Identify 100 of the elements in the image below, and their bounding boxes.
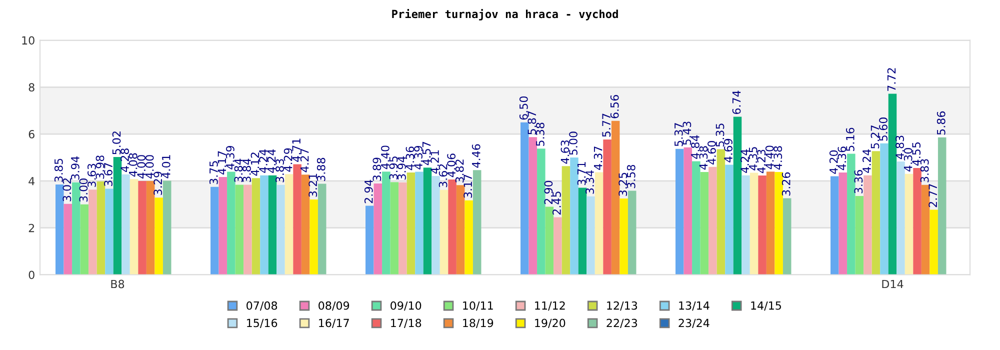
bar [122,174,130,275]
data-label: 4.84 [690,135,700,159]
y-tick-label: 6 [28,130,34,138]
chart-title: Priemer turnajov na hraca - vychod [392,8,618,20]
bar [578,188,587,275]
data-label: 3.89 [372,158,382,181]
data-label: 3.84 [242,158,251,182]
data-label: 5.16 [846,128,854,152]
data-label: 4.17 [218,151,226,175]
bar [72,182,80,275]
data-label: 5.37 [674,123,683,146]
legend-label: 07/08 [246,301,278,311]
bar [218,176,228,275]
bar [570,158,578,275]
data-label: 4.60 [708,141,716,164]
data-label: 4.24 [740,149,749,173]
data-label: 3.62 [438,164,448,188]
bar [293,164,302,275]
legend-label: 10/11 [463,301,493,311]
data-label: 3.21 [308,174,318,197]
bar [676,148,684,275]
bar [904,174,914,275]
bar [96,181,106,275]
bar [432,176,440,275]
bar [766,172,775,275]
legend-label: 19/20 [535,318,566,328]
bar [725,164,734,275]
bar [603,139,612,275]
bar [130,179,138,275]
legend-label: 11/12 [535,301,565,311]
data-label: 4.24 [862,149,871,173]
data-label: 4.71 [292,138,300,162]
bar [692,161,700,275]
data-label: 5.02 [112,132,121,154]
data-label: 5.35 [716,124,724,147]
bar [611,120,620,275]
data-label: 5.87 [528,111,536,134]
bar [210,186,219,275]
data-label: 5.77 [602,114,611,137]
bar [750,172,758,275]
bar [146,180,155,275]
bar [406,172,416,275]
data-label: 4.36 [406,146,414,170]
bar [774,172,783,275]
data-label: 5.00 [569,132,578,155]
data-label: 5.60 [879,118,888,141]
legend-label: 23/24 [678,318,710,328]
data-label: 4.30 [904,148,912,172]
data-label: 4.23 [757,150,766,174]
bar [382,172,390,275]
bar [520,122,529,275]
bar [162,180,172,275]
bar [528,137,538,275]
data-label: 4.39 [226,146,234,170]
data-label: 4.69 [724,138,732,162]
data-label: 4.06 [447,154,456,178]
data-label: 5.86 [936,111,946,135]
data-label: 3.67 [104,163,112,186]
bar [700,172,709,275]
data-label: 4.08 [128,153,138,177]
bar [864,175,872,275]
data-label: 3.85 [54,158,63,182]
bar [913,168,922,275]
data-label: 3.36 [854,170,863,194]
data-label: 3.84 [234,158,243,182]
y-tick-label: 8 [28,83,34,92]
bar [896,161,905,275]
bar [830,176,839,275]
legend-label: 13/14 [679,301,710,311]
data-label: 3.82 [455,160,464,182]
data-label: 3.83 [920,159,929,182]
data-label: 3.94 [398,156,406,180]
bar [227,172,236,275]
bar [154,198,163,275]
bar [113,157,122,275]
bar [374,184,382,275]
data-label: 7.72 [887,68,896,91]
bar [537,148,546,275]
bar [472,170,482,275]
data-label: 3.17 [464,174,472,198]
data-label: 4.28 [120,148,129,172]
data-label: 4.29 [284,148,292,172]
data-label: 3.25 [618,172,628,196]
data-label: 4.55 [912,142,921,166]
bar [742,175,750,275]
bar [562,166,570,275]
data-label: 3.02 [62,178,72,202]
bar [594,172,604,275]
x-tick-label: B8 [111,280,124,288]
data-label: 4.36 [838,146,846,170]
bar [716,149,726,275]
bar [105,188,114,275]
bar [56,184,64,275]
data-label: 4.83 [896,136,904,160]
data-label: 4.38 [699,146,708,170]
bar [456,185,465,275]
x-tick-label: D14 [882,280,904,288]
data-label: 4.24 [259,149,268,173]
data-label: 4.39 [414,146,422,170]
data-label: 2.90 [544,180,553,204]
